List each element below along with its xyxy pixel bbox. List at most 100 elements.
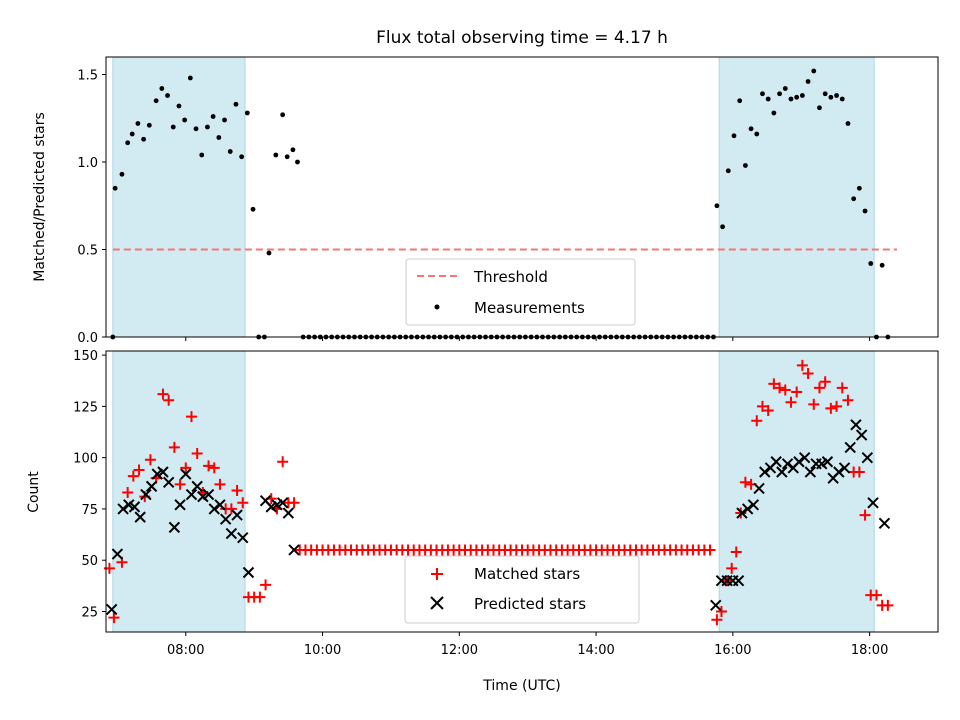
matched-star-point (157, 388, 169, 400)
matched-star-point (768, 378, 780, 390)
matched-star-point (191, 448, 203, 460)
measurement-point (720, 224, 725, 230)
measurement-point (159, 86, 165, 91)
predicted-star-point (231, 509, 243, 521)
y-tick-label: 1.0 (77, 156, 98, 171)
measurement-point (239, 154, 245, 160)
predicted-star-point (736, 507, 748, 519)
predicted-star-point (140, 488, 152, 501)
predicted-star-point (111, 548, 124, 560)
measurement-point (742, 163, 748, 168)
predicted-star-point (174, 499, 186, 511)
matched-star-point (859, 509, 871, 521)
matched-star-point (779, 384, 791, 396)
bottom-axes-frame (105, 350, 939, 633)
measurement-point (771, 110, 777, 116)
measurement-point (851, 196, 857, 202)
predicted-star-point (105, 603, 118, 616)
predicted-star-point (867, 497, 879, 509)
predicted-star-point (861, 451, 874, 464)
matched-star-point (774, 382, 786, 394)
measurement-point (805, 79, 811, 84)
matched-star-point (842, 394, 854, 406)
measurement-point (754, 131, 760, 137)
top-x-ticks (185, 337, 871, 341)
measurement-point (165, 93, 170, 98)
predicted-star-point (759, 466, 771, 478)
matched-star-point (739, 476, 751, 488)
measurement-point (879, 262, 885, 268)
matched-star-point (214, 478, 226, 490)
bottom-y-axis-label: Count (26, 471, 42, 513)
matched-star-point (174, 478, 186, 490)
measurement-point (187, 75, 193, 81)
measurement-point (112, 185, 118, 191)
predicted-star-point (214, 499, 226, 511)
measurement-point (811, 68, 817, 74)
predicted-star-point (208, 503, 220, 515)
predicted-star-point (219, 513, 232, 525)
matched-star-point (756, 400, 768, 412)
shaded-region (112, 350, 246, 633)
bottom-legend-box (404, 555, 640, 624)
measurement-point (210, 114, 216, 119)
matched-star-point (163, 394, 175, 406)
matched-star-point (108, 612, 120, 624)
measurement-point (284, 154, 290, 160)
measurement-point (193, 126, 199, 132)
top-axes-frame (105, 56, 939, 338)
predicted-star-point (770, 456, 782, 468)
matched-star-point (122, 487, 134, 499)
bottom-legend: Matched stars Predicted stars (404, 555, 640, 624)
top-panel: 0.0 0.5 1.0 1.5 Matched/Predicted stars Thr… (32, 56, 939, 346)
predicted-star-point (844, 441, 856, 454)
predicted-star-point (833, 466, 845, 478)
measurement-point (845, 121, 851, 126)
top-y-ticks: 0.0 0.5 1.0 1.5 (77, 69, 106, 346)
predicted-star-point (878, 517, 891, 529)
predicted-star-point (225, 527, 238, 540)
measurement-point (244, 110, 250, 116)
measurement-point (182, 117, 188, 123)
matched-star-point (853, 466, 865, 478)
matched-star-point (704, 544, 716, 556)
measurement-point (176, 103, 182, 109)
x-tick-label: 10:00 (304, 643, 341, 658)
y-tick-label: 150 (73, 349, 98, 364)
measurement-point (290, 147, 296, 153)
matched-star-point (825, 402, 837, 414)
measurement-point (280, 112, 286, 118)
measurement-point (141, 136, 147, 142)
matched-star-point (870, 589, 882, 601)
predicted-star-point (804, 466, 817, 478)
y-tick-label: 75 (81, 503, 98, 518)
x-tick-label: 16:00 (714, 643, 751, 658)
legend-matched-label: Matched stars (474, 565, 580, 583)
measurement-point (794, 94, 800, 100)
predicted-stars-points (105, 419, 891, 616)
y-tick-label: 50 (81, 554, 98, 569)
measurement-point (748, 126, 754, 132)
measurement-point (856, 185, 862, 191)
measurement-point (135, 121, 141, 126)
predicted-star-point (242, 566, 255, 579)
y-tick-label: 1.5 (77, 69, 98, 84)
predicted-star-point (128, 501, 141, 513)
matched-star-point (819, 376, 831, 388)
y-tick-label: 0.5 (77, 244, 98, 259)
matched-star-point (225, 503, 237, 515)
shaded-region (112, 56, 246, 338)
measurement-point (782, 86, 788, 91)
measurement-point (205, 124, 210, 130)
measurement-point (233, 101, 239, 107)
predicted-star-point (276, 497, 289, 509)
shaded-region (718, 56, 875, 338)
measurement-point (199, 152, 205, 158)
matched-star-point (808, 398, 820, 410)
legend-predicted-swatch (430, 596, 444, 610)
matched-star-point (127, 470, 139, 482)
predicted-star-point (776, 466, 788, 478)
matched-star-point (288, 497, 300, 509)
predicted-star-point (793, 456, 805, 468)
top-y-axis-label: Matched/Predicted stars (32, 112, 48, 282)
